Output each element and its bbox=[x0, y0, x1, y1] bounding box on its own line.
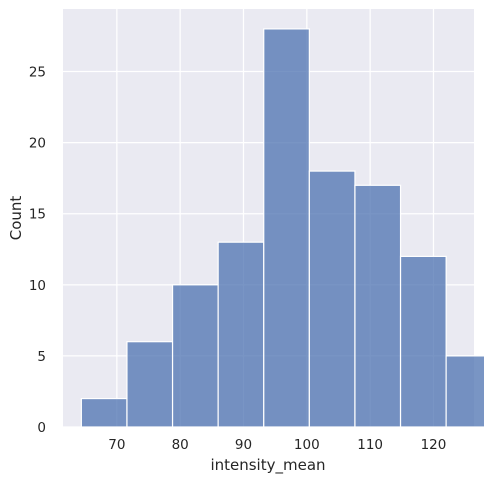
histogram-bar-3 bbox=[217, 241, 265, 428]
y-tick-label-15: 15 bbox=[29, 207, 46, 223]
y-tick-label-25: 25 bbox=[29, 65, 46, 81]
histogram-bar-1 bbox=[126, 341, 174, 428]
histogram-bar-6 bbox=[354, 184, 402, 428]
histogram-bar-2 bbox=[171, 284, 219, 428]
y-axis-label: Count bbox=[7, 196, 25, 241]
y-tick-label-5: 5 bbox=[37, 349, 46, 365]
x-tick-label-110: 110 bbox=[357, 437, 383, 453]
x-tick-labels: 70 80 90 100 110 120 bbox=[108, 437, 446, 453]
x-tick-label-80: 80 bbox=[172, 437, 189, 453]
histogram-bars bbox=[80, 28, 484, 428]
histogram-bar-0 bbox=[80, 397, 128, 428]
x-tick-label-90: 90 bbox=[235, 437, 252, 453]
histogram-bar-7 bbox=[399, 255, 447, 428]
y-tick-label-0: 0 bbox=[37, 420, 46, 436]
histogram-bar-8 bbox=[445, 355, 484, 428]
y-tick-labels: 0 5 10 15 20 25 bbox=[29, 65, 46, 436]
y-tick-label-20: 20 bbox=[29, 136, 46, 152]
x-tick-label-70: 70 bbox=[108, 437, 125, 453]
x-axis-label: intensity_mean bbox=[210, 456, 325, 475]
x-tick-label-120: 120 bbox=[421, 437, 447, 453]
histogram-bar-5 bbox=[308, 170, 356, 428]
histogram-bar-4 bbox=[263, 28, 310, 428]
y-tick-label-10: 10 bbox=[29, 278, 46, 294]
x-tick-label-100: 100 bbox=[294, 437, 320, 453]
